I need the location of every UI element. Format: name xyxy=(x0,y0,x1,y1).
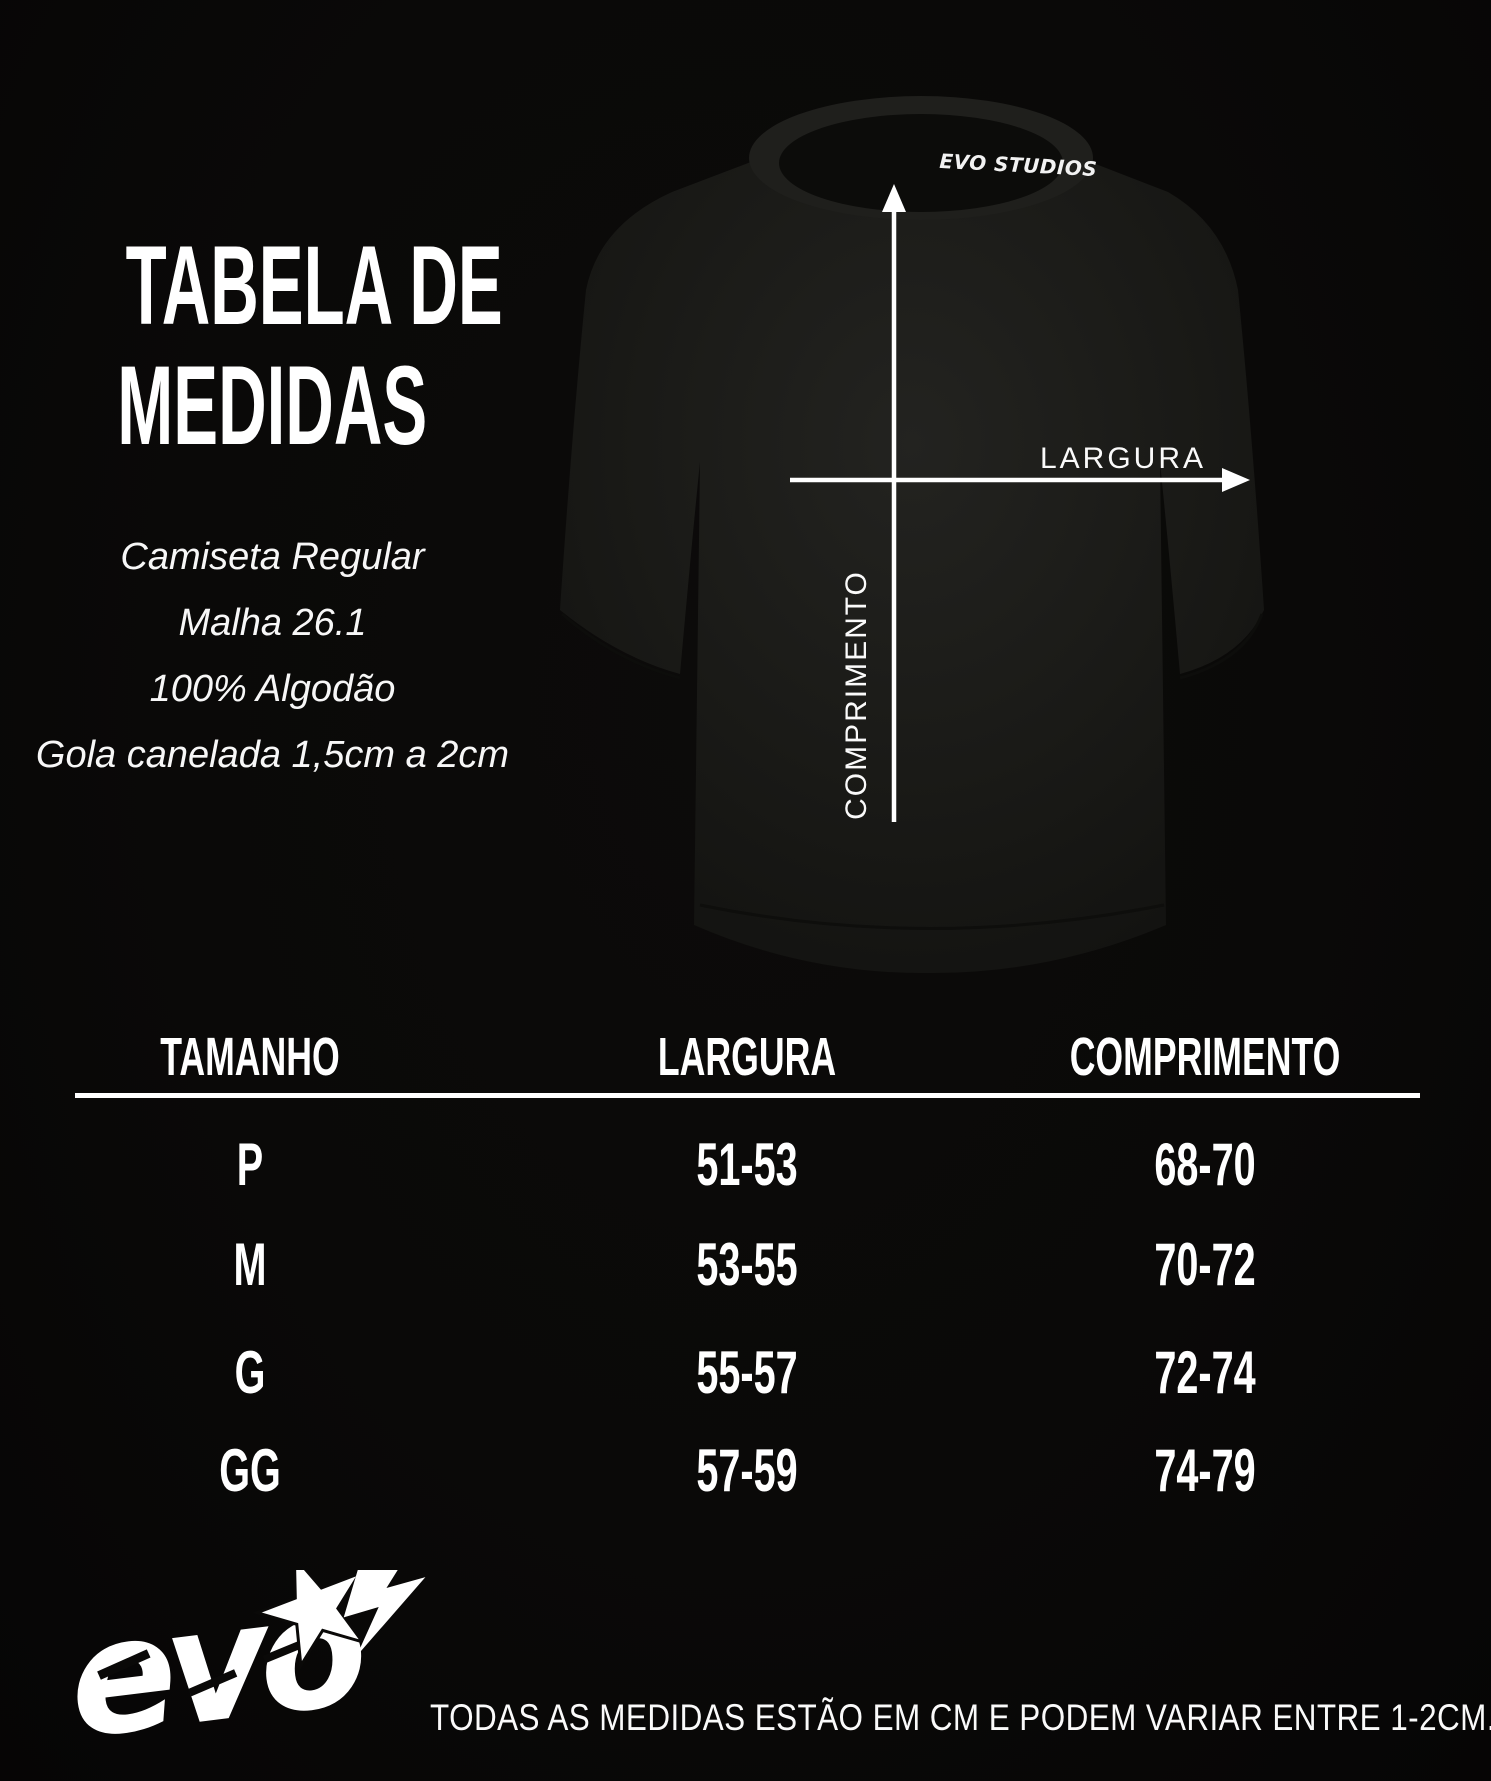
header-label: LARGURA xyxy=(657,1027,837,1087)
table-row-p-comprimento: 68-70 xyxy=(1128,1130,1281,1199)
cell-value: 72-74 xyxy=(1154,1339,1256,1406)
description-line: Malha 26.1 xyxy=(178,602,367,644)
star-icon xyxy=(252,1570,367,1671)
width-arrow-label: LARGURA xyxy=(1040,442,1206,475)
tshirt-silhouette xyxy=(560,119,1264,974)
page-title-text2: MEDIDAS xyxy=(117,343,428,468)
table-row-g-comprimento: 72-74 xyxy=(1128,1338,1281,1407)
description-line: Gola canelada 1,5cm a 2cm xyxy=(35,734,510,776)
table-row-p-largura: 51-53 xyxy=(670,1130,823,1199)
width-arrowhead-icon xyxy=(1222,468,1250,492)
logo-stripe xyxy=(97,1649,151,1680)
header-label: COMPRIMENTO xyxy=(1069,1027,1341,1087)
cell-value: 55-57 xyxy=(696,1339,798,1406)
logo-stripe xyxy=(188,1669,238,1697)
description-line: 100% Algodão xyxy=(149,668,396,710)
right-sleeve-seam xyxy=(1179,613,1264,680)
table-row-p-size: P xyxy=(230,1130,270,1199)
header-label: TAMANHO xyxy=(160,1027,340,1087)
table-row-gg-size: GG xyxy=(203,1436,296,1505)
table-header-comprimento: COMPRIMENTO xyxy=(1000,1026,1410,1088)
cell-value: 57-59 xyxy=(696,1437,798,1504)
table-row-m-largura: 53-55 xyxy=(670,1230,823,1299)
table-row-m-comprimento: 70-72 xyxy=(1128,1230,1281,1299)
footer-note: TODAS AS MEDIDAS ESTÃO EM CM E PODEM VAR… xyxy=(430,1697,1491,1739)
table-header-divider xyxy=(75,1093,1420,1098)
left-sleeve-seam xyxy=(561,612,681,680)
table-row-gg-comprimento: 74-79 xyxy=(1128,1436,1281,1505)
page-title-line2: MEDIDAS xyxy=(0,346,545,466)
table-header-tamanho: TAMANHO xyxy=(114,1026,386,1088)
cell-value: P xyxy=(236,1131,264,1198)
page-title-line1: TABELA DE xyxy=(0,226,545,346)
table-row-g-size: G xyxy=(227,1338,274,1407)
bottom-hem-seam xyxy=(699,903,1165,930)
cell-value: M xyxy=(233,1231,267,1298)
page-title: TABELA DE MEDIDAS xyxy=(0,226,545,466)
collar-opening xyxy=(779,114,1063,212)
cell-value: 74-79 xyxy=(1154,1437,1256,1504)
cell-value: GG xyxy=(219,1437,281,1504)
table-row-g-largura: 55-57 xyxy=(670,1338,823,1407)
lightning-bolt-icon xyxy=(343,1570,426,1657)
table-row-gg-largura: 57-59 xyxy=(670,1436,823,1505)
cell-value: 70-72 xyxy=(1154,1231,1256,1298)
table-row-m-size: M xyxy=(225,1230,275,1299)
evo-logo: evo xyxy=(58,1570,426,1775)
product-description: Camiseta Regular Malha 26.1 100% Algodão… xyxy=(0,524,545,788)
length-arrowhead-icon xyxy=(882,184,906,212)
page-title-text1: TABELA DE xyxy=(125,223,503,348)
cell-value: 51-53 xyxy=(696,1131,798,1198)
footer-note-text: TODAS AS MEDIDAS ESTÃO EM CM E PODEM VAR… xyxy=(430,1697,1491,1738)
table-header-largura: LARGURA xyxy=(612,1026,882,1088)
cell-value: 68-70 xyxy=(1154,1131,1256,1198)
cell-value: G xyxy=(234,1339,266,1406)
description-line: Camiseta Regular xyxy=(120,536,425,578)
length-arrow-label: COMPRIMENTO xyxy=(840,570,873,820)
cell-value: 53-55 xyxy=(696,1231,798,1298)
